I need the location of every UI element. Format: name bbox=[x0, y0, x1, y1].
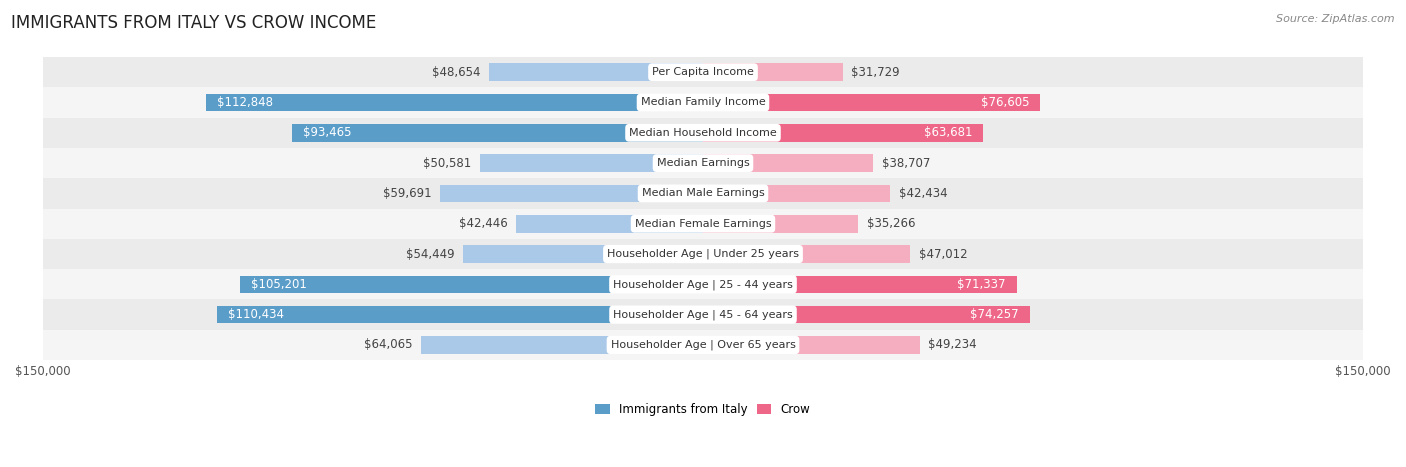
FancyBboxPatch shape bbox=[440, 184, 703, 202]
FancyBboxPatch shape bbox=[703, 245, 910, 263]
FancyBboxPatch shape bbox=[42, 178, 1364, 209]
Text: Per Capita Income: Per Capita Income bbox=[652, 67, 754, 77]
FancyBboxPatch shape bbox=[42, 118, 1364, 148]
FancyBboxPatch shape bbox=[240, 276, 703, 293]
FancyBboxPatch shape bbox=[207, 94, 703, 111]
Text: $110,434: $110,434 bbox=[228, 308, 284, 321]
Text: Median Household Income: Median Household Income bbox=[628, 128, 778, 138]
FancyBboxPatch shape bbox=[703, 336, 920, 354]
Text: $42,434: $42,434 bbox=[898, 187, 948, 200]
FancyBboxPatch shape bbox=[42, 239, 1364, 269]
FancyBboxPatch shape bbox=[217, 306, 703, 324]
Text: $47,012: $47,012 bbox=[918, 248, 967, 261]
Text: Householder Age | 45 - 64 years: Householder Age | 45 - 64 years bbox=[613, 310, 793, 320]
Text: $49,234: $49,234 bbox=[928, 339, 977, 352]
FancyBboxPatch shape bbox=[489, 64, 703, 81]
FancyBboxPatch shape bbox=[703, 94, 1040, 111]
FancyBboxPatch shape bbox=[703, 154, 873, 172]
FancyBboxPatch shape bbox=[703, 124, 983, 142]
FancyBboxPatch shape bbox=[703, 64, 842, 81]
Text: $63,681: $63,681 bbox=[924, 126, 973, 139]
Text: Median Earnings: Median Earnings bbox=[657, 158, 749, 168]
FancyBboxPatch shape bbox=[464, 245, 703, 263]
FancyBboxPatch shape bbox=[42, 299, 1364, 330]
Text: Median Female Earnings: Median Female Earnings bbox=[634, 219, 772, 229]
Text: $54,449: $54,449 bbox=[406, 248, 454, 261]
FancyBboxPatch shape bbox=[42, 209, 1364, 239]
Legend: Immigrants from Italy, Crow: Immigrants from Italy, Crow bbox=[591, 398, 815, 421]
FancyBboxPatch shape bbox=[42, 330, 1364, 360]
Text: $35,266: $35,266 bbox=[868, 217, 915, 230]
FancyBboxPatch shape bbox=[291, 124, 703, 142]
Text: Source: ZipAtlas.com: Source: ZipAtlas.com bbox=[1277, 14, 1395, 24]
Text: $59,691: $59,691 bbox=[382, 187, 432, 200]
FancyBboxPatch shape bbox=[703, 276, 1017, 293]
Text: $105,201: $105,201 bbox=[252, 278, 307, 291]
FancyBboxPatch shape bbox=[703, 215, 858, 233]
Text: $38,707: $38,707 bbox=[882, 156, 931, 170]
FancyBboxPatch shape bbox=[703, 306, 1029, 324]
Text: $64,065: $64,065 bbox=[364, 339, 412, 352]
FancyBboxPatch shape bbox=[703, 184, 890, 202]
Text: $31,729: $31,729 bbox=[852, 66, 900, 78]
FancyBboxPatch shape bbox=[42, 269, 1364, 299]
FancyBboxPatch shape bbox=[42, 87, 1364, 118]
Text: Householder Age | Over 65 years: Householder Age | Over 65 years bbox=[610, 340, 796, 350]
Text: $74,257: $74,257 bbox=[970, 308, 1019, 321]
Text: $50,581: $50,581 bbox=[423, 156, 471, 170]
Text: $112,848: $112,848 bbox=[218, 96, 273, 109]
Text: Median Family Income: Median Family Income bbox=[641, 98, 765, 107]
Text: $71,337: $71,337 bbox=[957, 278, 1005, 291]
Text: $48,654: $48,654 bbox=[432, 66, 479, 78]
Text: $42,446: $42,446 bbox=[458, 217, 508, 230]
Text: IMMIGRANTS FROM ITALY VS CROW INCOME: IMMIGRANTS FROM ITALY VS CROW INCOME bbox=[11, 14, 377, 32]
FancyBboxPatch shape bbox=[42, 148, 1364, 178]
Text: Householder Age | Under 25 years: Householder Age | Under 25 years bbox=[607, 249, 799, 259]
FancyBboxPatch shape bbox=[42, 57, 1364, 87]
FancyBboxPatch shape bbox=[481, 154, 703, 172]
Text: Median Male Earnings: Median Male Earnings bbox=[641, 188, 765, 198]
Text: $76,605: $76,605 bbox=[980, 96, 1029, 109]
FancyBboxPatch shape bbox=[420, 336, 703, 354]
Text: $93,465: $93,465 bbox=[302, 126, 352, 139]
Text: Householder Age | 25 - 44 years: Householder Age | 25 - 44 years bbox=[613, 279, 793, 290]
FancyBboxPatch shape bbox=[516, 215, 703, 233]
